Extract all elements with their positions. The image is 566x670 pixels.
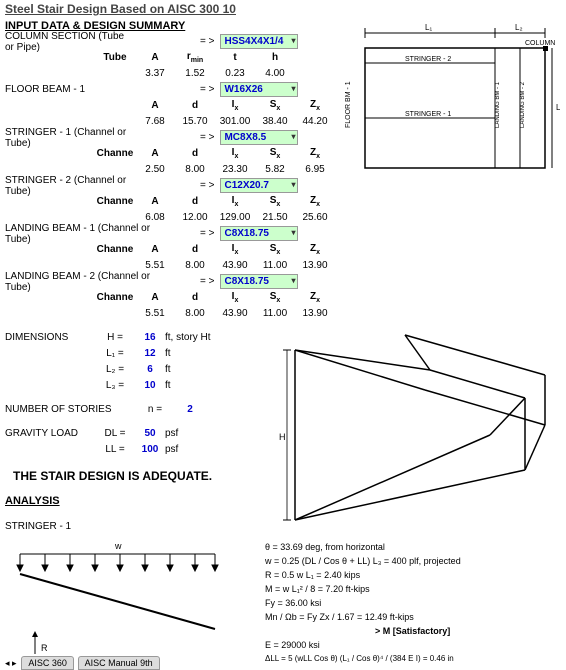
- floor-beam-label: FLOOR BEAM - 1: [5, 84, 135, 95]
- tab-aisc9th[interactable]: AISC Manual 9th: [78, 656, 160, 670]
- svg-text:COLUMN: COLUMN: [525, 40, 555, 47]
- hdr-t: t: [215, 52, 255, 63]
- svg-text:LANDING BM - 1: LANDING BM - 1: [495, 81, 501, 128]
- page-pretitle: Steel Stair Design Based on AISC 300 10: [5, 2, 561, 16]
- stringer2-dropdown[interactable]: C12X20.7: [220, 178, 298, 193]
- arrow: = >: [200, 36, 214, 47]
- svg-text:FLOOR BM - 1: FLOOR BM - 1: [345, 81, 352, 128]
- tab-aisc360[interactable]: AISC 360: [21, 656, 74, 670]
- landing2-dropdown[interactable]: C8X18.75: [220, 274, 298, 289]
- load-diagram: w R: [5, 539, 235, 659]
- landing1-dropdown[interactable]: C8X18.75: [220, 226, 298, 241]
- svg-text:L₁: L₁: [425, 23, 432, 32]
- landing1-row: LANDING BEAM - 1 (Channel or Tube) = > C…: [5, 226, 561, 241]
- hdr-tube: Tube: [95, 52, 135, 63]
- hdr-rmin: rmin: [175, 51, 215, 64]
- landing2-row: LANDING BEAM - 2 (Channel or Tube) = > C…: [5, 274, 561, 289]
- plan-diagram: L₁ L₂ STRINGER - 2 STRINGER - 1 LANDING …: [330, 18, 560, 198]
- svg-text:L₂: L₂: [515, 23, 523, 32]
- svg-text:STRINGER - 2: STRINGER - 2: [405, 56, 451, 63]
- stringer1-dropdown[interactable]: MC8X8.5: [220, 130, 298, 145]
- r-label: R: [41, 643, 48, 653]
- w-label: w: [114, 541, 122, 551]
- svg-text:LANDING BM - 2: LANDING BM - 2: [520, 81, 526, 128]
- hdr-h: h: [255, 52, 295, 63]
- iso-diagram: H: [265, 320, 555, 535]
- hdr-a: A: [135, 52, 175, 63]
- calc-block: θ = 33.69 deg, from horizontal w = 0.25 …: [265, 540, 461, 666]
- svg-text:L₃: L₃: [556, 103, 560, 112]
- column-section-dropdown[interactable]: HSS4X4X1/4: [220, 34, 298, 49]
- h-label: H: [279, 432, 286, 442]
- column-section-label: COLUMN SECTION (Tube or Pipe): [5, 31, 135, 53]
- svg-text:STRINGER - 1: STRINGER - 1: [405, 111, 451, 118]
- floor-beam-dropdown[interactable]: W16X26: [220, 82, 298, 97]
